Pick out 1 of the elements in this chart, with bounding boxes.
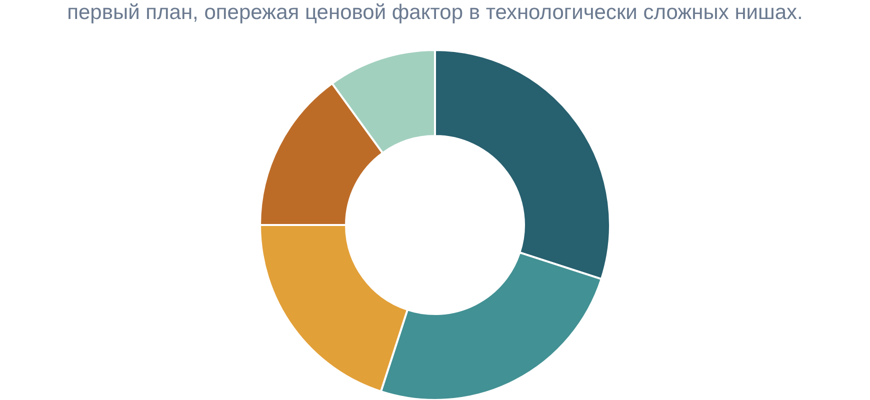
chart-title: первый план, опережая ценовой фактор в технологически сложных нишах. xyxy=(67,1,803,24)
